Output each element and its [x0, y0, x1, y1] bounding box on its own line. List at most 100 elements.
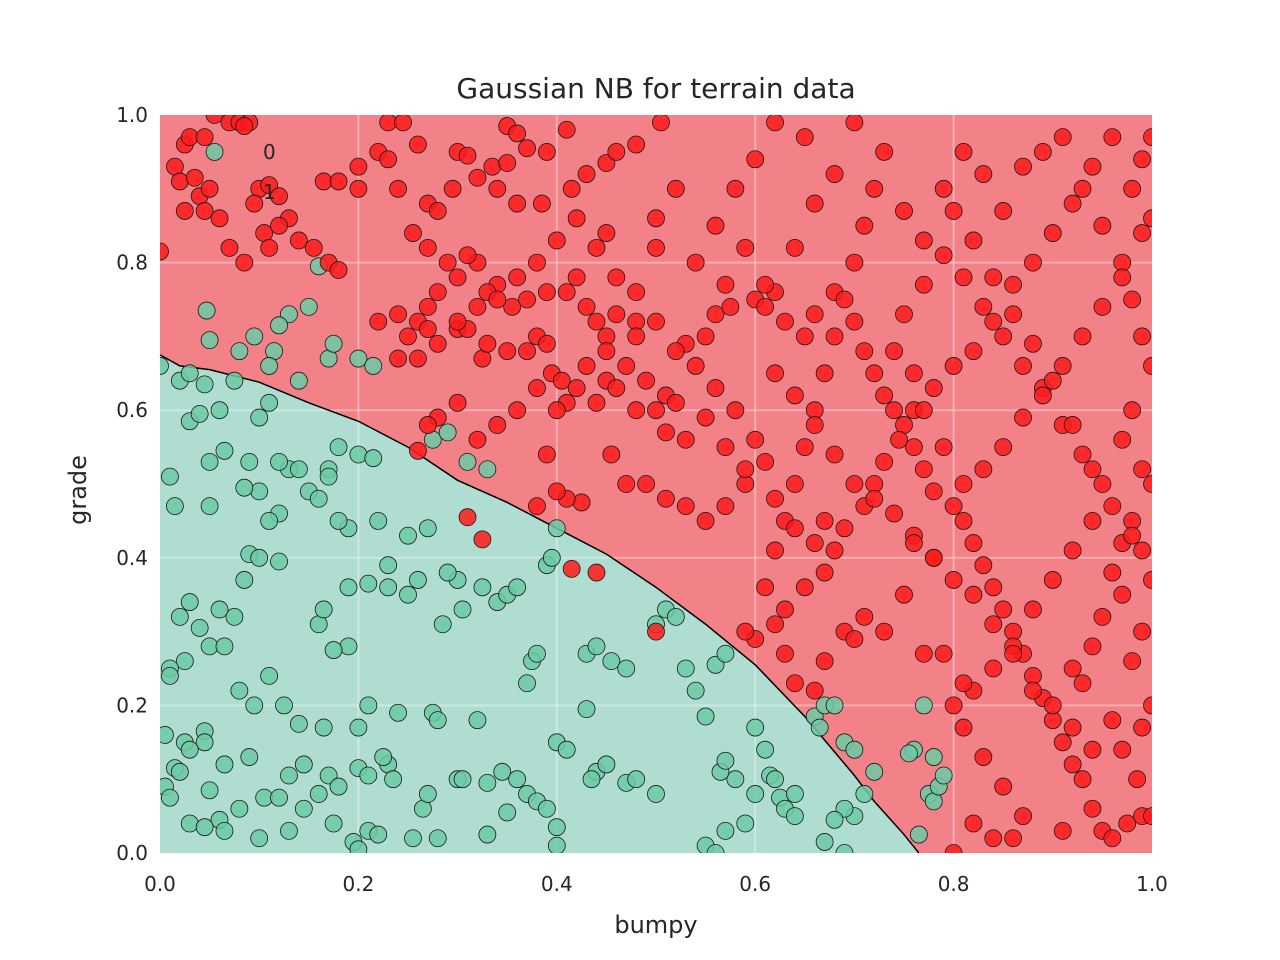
point-slow — [537, 283, 556, 302]
point-slow — [795, 578, 814, 597]
point-slow — [865, 489, 884, 508]
x-axis-label: bumpy — [614, 911, 697, 939]
point-slow — [1053, 357, 1072, 375]
point-slow — [756, 297, 775, 316]
point-slow — [1014, 357, 1032, 375]
point-slow — [726, 401, 745, 420]
point-slow — [557, 283, 576, 302]
point-slow — [607, 305, 626, 324]
point-slow — [647, 209, 665, 228]
point-slow — [503, 297, 522, 316]
point-slow — [404, 224, 422, 242]
point-slow — [805, 305, 824, 324]
point-slow — [1043, 224, 1062, 242]
point-slow — [562, 559, 581, 578]
point-slow — [185, 168, 204, 187]
point-slow — [954, 718, 973, 737]
point-fast — [418, 785, 437, 803]
point-slow — [914, 275, 933, 294]
point-slow — [533, 194, 551, 213]
point-fast — [255, 788, 274, 807]
point-slow — [647, 238, 665, 257]
point-slow — [686, 253, 705, 272]
point-fast — [453, 600, 472, 619]
point-fast — [309, 489, 328, 508]
point-fast — [865, 762, 884, 781]
point-slow — [1083, 637, 1102, 656]
point-slow — [994, 600, 1013, 619]
point-slow — [766, 541, 784, 560]
point-fast — [428, 711, 447, 730]
point-fast — [175, 652, 194, 671]
point-slow — [954, 475, 973, 493]
point-slow — [1103, 563, 1122, 582]
point-slow — [934, 179, 953, 198]
point-slow — [776, 644, 794, 663]
point-fast — [160, 357, 169, 375]
point-fast — [180, 364, 199, 383]
point-slow — [1133, 622, 1151, 641]
point-slow — [637, 371, 655, 390]
point-fast — [289, 371, 308, 390]
point-slow — [785, 674, 804, 693]
point-fast — [582, 770, 601, 789]
point-slow — [974, 460, 993, 479]
point-slow — [805, 681, 824, 700]
point-fast — [736, 814, 755, 833]
point-slow — [1063, 194, 1082, 213]
point-fast — [364, 357, 383, 375]
point-fast — [329, 777, 348, 796]
point-slow — [647, 312, 665, 331]
x-tick-label: 0.4 — [541, 872, 573, 896]
point-slow — [944, 696, 963, 715]
point-fast — [577, 700, 596, 718]
point-slow — [1004, 305, 1023, 324]
point-fast — [542, 548, 561, 567]
point-slow — [1093, 216, 1112, 235]
point-fast — [160, 726, 174, 744]
point-slow — [468, 430, 487, 449]
point-slow — [914, 231, 933, 250]
point-slow — [964, 585, 983, 604]
point-slow — [1123, 526, 1142, 545]
y-tick-label: 0.2 — [116, 693, 148, 717]
point-fast — [299, 297, 318, 316]
point-fast — [245, 327, 264, 346]
point-slow — [235, 253, 254, 272]
point-slow — [855, 607, 874, 626]
point-fast — [294, 755, 313, 774]
point-slow — [984, 312, 1003, 331]
point-fast — [349, 445, 368, 464]
point-slow — [666, 342, 685, 361]
point-fast — [280, 766, 298, 785]
point-fast — [404, 829, 422, 848]
point-slow — [1123, 401, 1142, 420]
point-slow — [776, 600, 794, 619]
point-slow — [652, 115, 670, 132]
point-slow — [954, 674, 973, 693]
point-slow — [537, 334, 556, 353]
point-slow — [478, 334, 497, 353]
point-slow — [518, 290, 536, 309]
legend: 0 1 — [263, 140, 276, 204]
point-slow — [567, 268, 586, 287]
point-fast — [250, 829, 269, 848]
point-slow — [1073, 674, 1092, 693]
point-fast — [508, 770, 527, 789]
point-slow — [195, 128, 214, 147]
point-slow — [934, 438, 953, 457]
point-slow — [845, 253, 864, 272]
point-slow — [1014, 157, 1032, 176]
point-slow — [1073, 445, 1092, 464]
point-fast — [716, 644, 735, 663]
x-tick-label: 0.6 — [739, 872, 771, 896]
point-slow — [418, 416, 437, 434]
point-fast — [319, 467, 338, 486]
point-slow — [766, 615, 784, 634]
point-fast — [289, 460, 308, 479]
point-slow — [1113, 585, 1132, 604]
point-slow — [483, 157, 502, 176]
point-slow — [647, 401, 665, 420]
point-fast — [835, 844, 854, 853]
point-slow — [706, 216, 725, 235]
